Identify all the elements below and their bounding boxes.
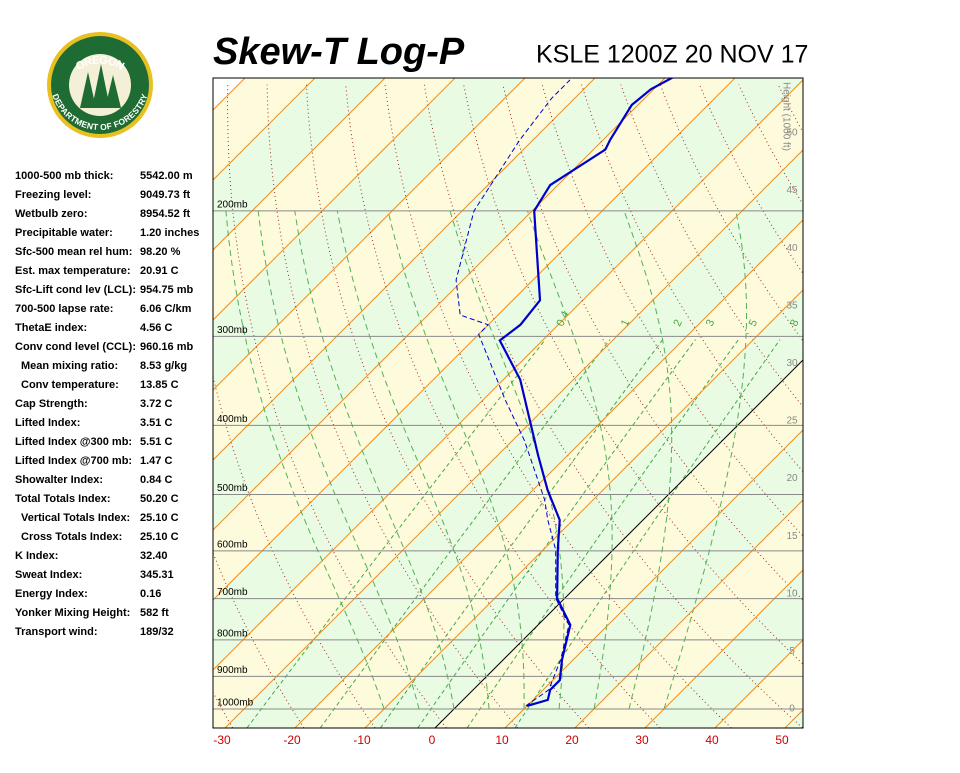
height-tick-label: 40 bbox=[786, 243, 798, 254]
index-value: 189/32 bbox=[140, 626, 174, 638]
index-label: Sweat Index: bbox=[15, 569, 82, 581]
pressure-label: 600mb bbox=[217, 540, 248, 551]
index-value: 8.53 g/kg bbox=[140, 360, 187, 372]
dry-adiabat bbox=[896, 85, 960, 728]
index-label: Sfc-500 mean rel hum: bbox=[15, 246, 132, 258]
dry-adiabat bbox=[778, 85, 960, 728]
pressure-label: 500mb bbox=[217, 483, 248, 494]
index-label: Vertical Totals Index: bbox=[21, 512, 130, 524]
isotherm bbox=[785, 78, 960, 728]
index-label: Mean mixing ratio: bbox=[21, 360, 118, 372]
index-value: 4.56 C bbox=[140, 322, 172, 334]
index-value: 6.06 C/km bbox=[140, 303, 192, 315]
index-label: Yonker Mixing Height: bbox=[15, 607, 130, 619]
index-value: 3.51 C bbox=[140, 417, 172, 429]
height-tick-label: 25 bbox=[786, 416, 798, 427]
height-tick-label: 0 bbox=[789, 704, 795, 715]
index-value: 1.20 inches bbox=[140, 227, 199, 239]
x-tick-label: -10 bbox=[353, 733, 371, 747]
x-tick-label: 40 bbox=[705, 733, 719, 747]
station: KSLE 1200Z 20 NOV 17 bbox=[536, 41, 808, 69]
pressure-label: 400mb bbox=[217, 414, 248, 425]
band bbox=[785, 78, 960, 728]
x-tick-label: 10 bbox=[495, 733, 509, 747]
index-label: Lifted Index: bbox=[15, 417, 80, 429]
height-tick-label: 35 bbox=[786, 300, 798, 311]
index-value: 0.84 C bbox=[140, 474, 172, 486]
height-tick-label: 15 bbox=[786, 531, 798, 542]
pressure-label: 800mb bbox=[217, 629, 248, 640]
index-label: Conv cond level (CCL): bbox=[15, 341, 136, 353]
index-value: 3.72 C bbox=[140, 398, 172, 410]
index-value: 345.31 bbox=[140, 569, 174, 581]
index-label: Precipitable water: bbox=[15, 227, 113, 239]
index-label: K Index: bbox=[15, 550, 58, 562]
height-tick-label: 30 bbox=[786, 358, 798, 369]
x-tick-label: 0 bbox=[429, 733, 436, 747]
index-label: Showalter Index: bbox=[15, 474, 103, 486]
index-value: 9049.73 ft bbox=[140, 189, 190, 201]
index-value: 5542.00 m bbox=[140, 170, 193, 182]
index-value: 25.10 C bbox=[140, 531, 179, 543]
pressure-label: 700mb bbox=[217, 587, 248, 598]
index-value: 32.40 bbox=[140, 550, 168, 562]
index-label: Sfc-Lift cond lev (LCL): bbox=[15, 284, 136, 296]
index-value: 0.16 bbox=[140, 588, 161, 600]
pressure-label: 1000mb bbox=[217, 698, 254, 709]
index-value: 5.51 C bbox=[140, 436, 172, 448]
index-value: 954.75 mb bbox=[140, 284, 193, 296]
index-label: Wetbulb zero: bbox=[15, 208, 88, 220]
x-tick-label: 50 bbox=[775, 733, 789, 747]
index-value: 98.20 % bbox=[140, 246, 181, 258]
x-tick-label: -30 bbox=[213, 733, 231, 747]
height-tick-label: 5 bbox=[789, 646, 795, 657]
index-value: 50.20 C bbox=[140, 493, 179, 505]
index-value: 1.47 C bbox=[140, 455, 172, 467]
pressure-label: 300mb bbox=[217, 325, 248, 336]
index-label: Energy Index: bbox=[15, 588, 88, 600]
x-tick-label: 30 bbox=[635, 733, 649, 747]
index-label: Est. max temperature: bbox=[15, 265, 131, 277]
index-label: Total Totals Index: bbox=[15, 493, 111, 505]
index-value: 960.16 mb bbox=[140, 341, 193, 353]
index-label: Transport wind: bbox=[15, 626, 98, 638]
index-label: Cross Totals Index: bbox=[21, 531, 122, 543]
index-value: 25.10 C bbox=[140, 512, 179, 524]
height-label: Height (1000 ft) bbox=[780, 82, 791, 151]
index-value: 8954.52 ft bbox=[140, 208, 190, 220]
index-label: Lifted Index @300 mb: bbox=[15, 436, 132, 448]
index-label: Conv temperature: bbox=[21, 379, 119, 391]
dry-adiabat bbox=[935, 85, 960, 728]
logo: OREGON DEPARTMENT OF FORESTRY bbox=[47, 32, 153, 138]
height-tick-label: 20 bbox=[786, 473, 798, 484]
index-label: Lifted Index @700 mb: bbox=[15, 455, 132, 467]
index-value: 20.91 C bbox=[140, 265, 179, 277]
index-label: Freezing level: bbox=[15, 189, 91, 201]
pressure-label: 900mb bbox=[217, 665, 248, 676]
title: Skew-T Log-P bbox=[213, 31, 465, 73]
index-value: 13.85 C bbox=[140, 379, 179, 391]
index-label: 1000-500 mb thick: bbox=[15, 170, 113, 182]
index-label: ThetaE index: bbox=[15, 322, 87, 334]
pressure-label: 200mb bbox=[217, 200, 248, 211]
x-tick-label: 20 bbox=[565, 733, 579, 747]
height-tick-label: 45 bbox=[786, 185, 798, 196]
height-tick-label: 10 bbox=[786, 588, 798, 599]
index-value: 582 ft bbox=[140, 607, 169, 619]
dry-adiabat bbox=[857, 85, 960, 728]
index-label: 700-500 lapse rate: bbox=[15, 303, 113, 315]
dry-adiabat bbox=[817, 85, 960, 728]
index-label: Cap Strength: bbox=[15, 398, 88, 410]
x-tick-label: -20 bbox=[283, 733, 301, 747]
